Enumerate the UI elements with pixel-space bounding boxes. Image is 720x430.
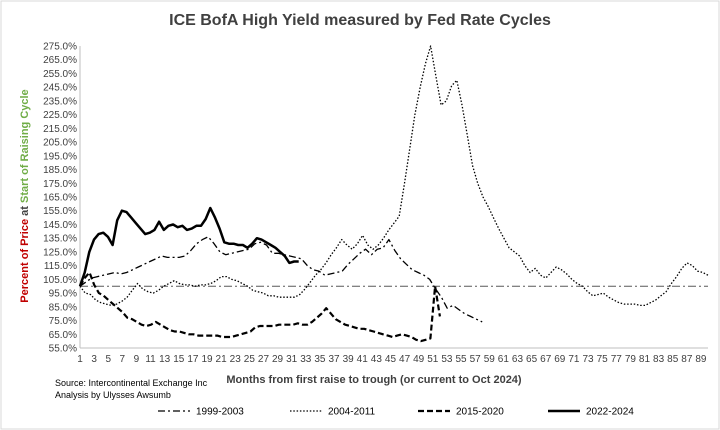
legend: 1999-2003 2004-2011 2015-2020 2022-2024 xyxy=(158,407,634,418)
y-axis-ticks: 55.0% 65.0% 75.0% 85.0% 95.0% 105.0% 115.0% 125… xyxy=(43,42,77,355)
x-tick-label: 89 xyxy=(695,354,707,365)
y-tick-label: 175.0% xyxy=(43,179,77,190)
x-tick-label: 15 xyxy=(173,354,185,365)
y-tick-label: 85.0% xyxy=(49,302,77,313)
x-tick-label: 85 xyxy=(667,354,679,365)
x-tick-label: 3 xyxy=(91,354,97,365)
y-tick-label: 255.0% xyxy=(43,69,77,80)
x-tick-label: 9 xyxy=(134,354,140,365)
x-tick-label: 71 xyxy=(568,354,580,365)
y-axis-label: Percent of Price at Start of Raising Cyc… xyxy=(19,89,31,302)
x-tick-label: 5 xyxy=(105,354,111,365)
x-tick-label: 49 xyxy=(413,354,425,365)
x-axis-label: Months from first raise to trough (or cu… xyxy=(226,374,522,386)
x-tick-label: 19 xyxy=(201,354,213,365)
x-tick-label: 39 xyxy=(343,354,355,365)
chart-title: ICE BofA High Yield measured by Fed Rate… xyxy=(169,12,551,29)
x-tick-label: 73 xyxy=(582,354,594,365)
legend-label-2015-2020: 2015-2020 xyxy=(456,407,504,418)
x-tick-label: 13 xyxy=(159,354,171,365)
x-tick-label: 31 xyxy=(286,354,298,365)
y-tick-label: 185.0% xyxy=(43,165,77,176)
x-tick-label: 29 xyxy=(272,354,284,365)
x-tick-label: 41 xyxy=(357,354,369,365)
y-tick-label: 65.0% xyxy=(49,330,77,341)
x-tick-label: 45 xyxy=(385,354,397,365)
x-tick-label: 17 xyxy=(187,354,199,365)
x-tick-label: 61 xyxy=(498,354,510,365)
x-tick-label: 57 xyxy=(470,354,482,365)
x-tick-label: 81 xyxy=(639,354,651,365)
legend-label-1999-2003: 1999-2003 xyxy=(196,407,244,418)
y-tick-label: 195.0% xyxy=(43,151,77,162)
y-tick-label: 145.0% xyxy=(43,220,77,231)
x-tick-label: 37 xyxy=(328,354,340,365)
y-axis-label-part: Start of Raising Cycle xyxy=(19,89,31,203)
y-tick-label: 205.0% xyxy=(43,138,77,149)
y-axis-label-part: at xyxy=(19,203,31,219)
series-line-2022-2024 xyxy=(78,206,299,287)
x-tick-label: 79 xyxy=(625,354,637,365)
y-tick-label: 245.0% xyxy=(43,83,77,94)
y-tick-label: 135.0% xyxy=(43,234,77,245)
y-tick-label: 225.0% xyxy=(43,110,77,121)
x-tick-label: 7 xyxy=(120,354,126,365)
x-tick-label: 51 xyxy=(427,354,439,365)
y-tick-label: 165.0% xyxy=(43,193,77,204)
y-tick-label: 75.0% xyxy=(49,316,77,327)
x-tick-label: 11 xyxy=(145,354,156,365)
source-line-2: Analysis by Ulysses Awsumb xyxy=(55,390,171,400)
y-tick-label: 265.0% xyxy=(43,55,77,66)
x-tick-label: 43 xyxy=(371,354,383,365)
series-line-2004-2011 xyxy=(79,45,709,307)
y-axis-label-part: Percent of Price xyxy=(19,219,31,303)
x-tick-label: 23 xyxy=(230,354,242,365)
series-lines xyxy=(78,45,709,343)
y-tick-label: 55.0% xyxy=(49,344,77,355)
x-tick-label: 83 xyxy=(653,354,665,365)
x-tick-label: 21 xyxy=(216,354,228,365)
x-tick-label: 53 xyxy=(441,354,453,365)
x-tick-label: 69 xyxy=(554,354,566,365)
x-tick-label: 27 xyxy=(258,354,270,365)
y-tick-label: 215.0% xyxy=(43,124,77,135)
x-tick-label: 77 xyxy=(611,354,623,365)
x-tick-label: 75 xyxy=(597,354,609,365)
y-tick-label: 115.0% xyxy=(44,261,77,272)
x-tick-label: 47 xyxy=(399,354,411,365)
y-tick-label: 95.0% xyxy=(49,289,77,300)
x-tick-label: 25 xyxy=(244,354,256,365)
y-tick-label: 155.0% xyxy=(43,206,77,217)
y-tick-label: 235.0% xyxy=(43,96,77,107)
legend-label-2022-2024: 2022-2024 xyxy=(586,407,634,418)
y-tick-label: 105.0% xyxy=(43,275,77,286)
x-tick-label: 55 xyxy=(455,354,467,365)
x-tick-label: 87 xyxy=(681,354,693,365)
x-tick-label: 1 xyxy=(77,354,83,365)
x-tick-label: 33 xyxy=(300,354,312,365)
x-tick-label: 65 xyxy=(526,354,538,365)
grid-layer xyxy=(79,46,708,349)
x-tick-label: 63 xyxy=(512,354,524,365)
x-tick-label: 67 xyxy=(540,354,552,365)
y-tick-label: 125.0% xyxy=(43,247,77,258)
series-line-2015-2020 xyxy=(79,271,441,343)
x-axis-ticks: 1 3 5 7 9 11 13 15 17 19 21 23 25 27 29 31 33 35 37 39 41 43 4… xyxy=(77,354,707,365)
x-tick-label: 59 xyxy=(484,354,496,365)
source-line-1: Source: Intercontinental Exchange Inc xyxy=(55,378,208,388)
legend-label-2004-2011: 2004-2011 xyxy=(328,407,376,418)
x-tick-label: 35 xyxy=(314,354,326,365)
y-tick-label: 275.0% xyxy=(43,42,77,53)
